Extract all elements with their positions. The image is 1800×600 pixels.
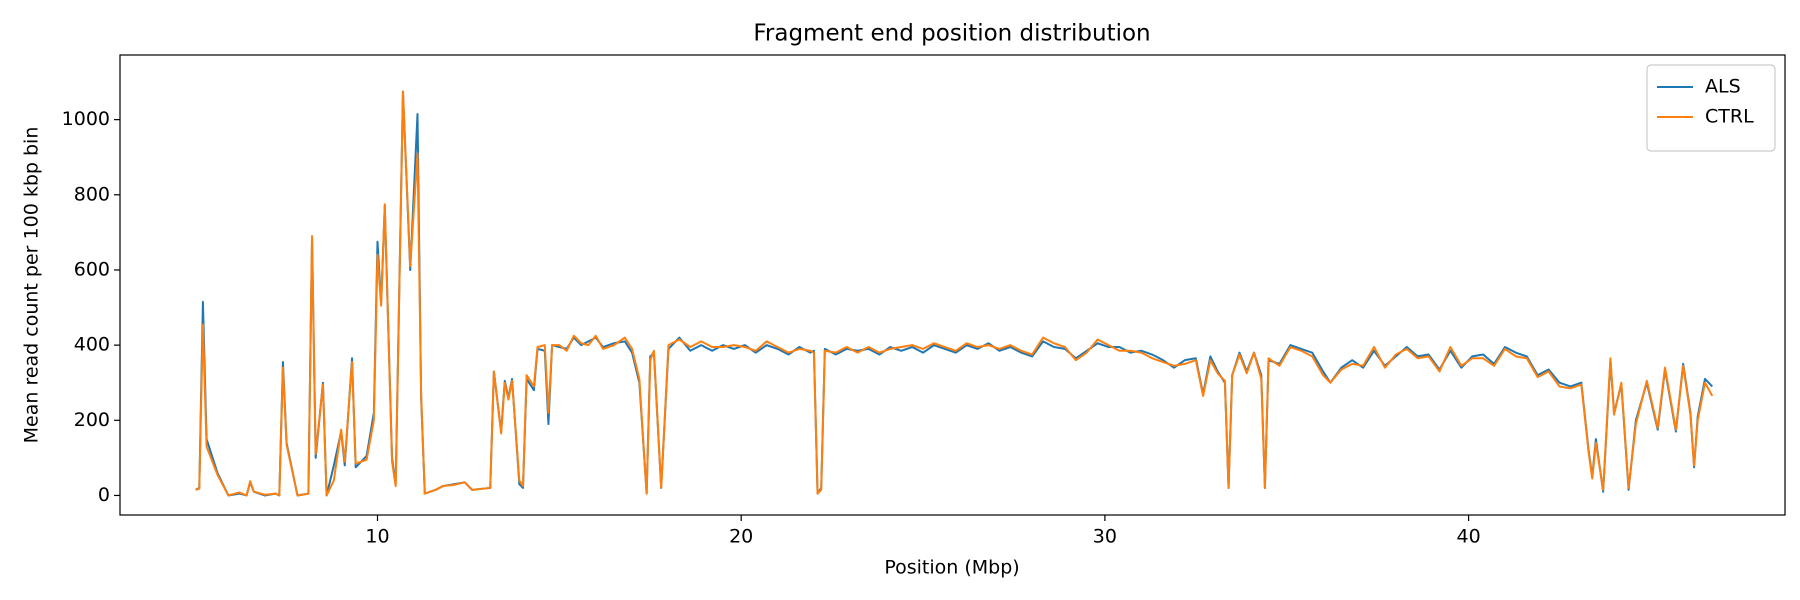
y-tick-label: 800 [74,183,110,205]
y-tick-label: 600 [74,258,110,280]
legend-label: ALS [1705,76,1741,98]
y-axis-label: Mean read count per 100 kbp bin [21,127,43,444]
legend: ALS CTRL [1646,64,1776,152]
x-tick-label: 20 [729,526,753,548]
x-tick-label: 10 [365,526,389,548]
y-tick-label: 200 [74,409,110,431]
x-axis-label: Position (Mbp) [884,557,1019,579]
legend-label: CTRL [1705,106,1754,128]
plot-frame [119,54,1786,516]
data-line [195,90,1714,497]
y-tick-label: 1000 [62,108,110,130]
x-tick-label: 30 [1093,526,1117,548]
y-tick-label: 0 [98,484,110,506]
x-tick-label: 40 [1456,526,1480,548]
y-tick-label: 400 [74,334,110,356]
chart-title: Fragment end position distribution [753,21,1150,47]
